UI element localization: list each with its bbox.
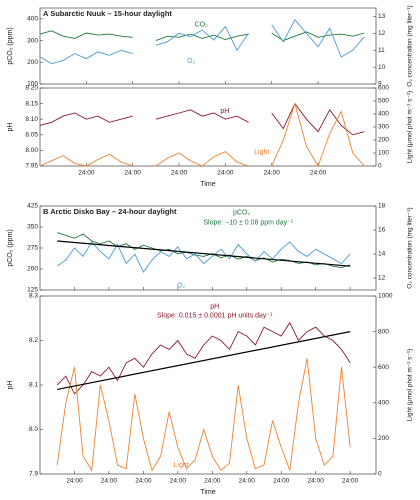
plot-frame	[39, 295, 377, 475]
x-tick-label: 24:00	[217, 170, 234, 177]
y-axis-label: pCO₂ (ppm)	[7, 27, 14, 64]
series-line	[56, 241, 351, 273]
y2-tick-label: 300	[378, 124, 389, 131]
y2-tick-label: 0	[378, 471, 382, 478]
y-axis-label: pH	[7, 381, 14, 390]
y2-axis-label: O₂ concentration (mg liter⁻¹)	[407, 207, 414, 288]
y-tick-label: 8.15	[25, 100, 38, 107]
series-line	[56, 321, 351, 395]
y2-tick-label: 400	[378, 400, 389, 407]
y-tick-label: 8.10	[25, 116, 38, 123]
y-tick-label: 8.05	[25, 132, 38, 139]
y-tick-label: 350	[27, 224, 38, 231]
y-tick-label: 125	[27, 287, 38, 294]
y2-tick-label: 200	[378, 435, 389, 442]
y-tick-label: 425	[27, 203, 38, 210]
series-label: Light	[174, 462, 189, 469]
x-tick-label: 24:00	[101, 478, 118, 485]
y2-tick-label: 10	[378, 64, 386, 71]
y2-axis-label: Light (μmol phot m⁻² s⁻¹)	[407, 91, 414, 163]
y-tick-label: 100	[27, 81, 38, 88]
series-label: pH	[210, 304, 219, 311]
slope-annotation: Slope: 0.015 ± 0.0001 pH units day⁻¹	[157, 312, 273, 319]
y2-tick-label: 12	[378, 275, 386, 282]
plot-frame	[39, 87, 377, 167]
series-label: pH	[220, 108, 229, 115]
y-tick-label: 8.00	[25, 147, 38, 154]
y2-tick-label: 14	[378, 251, 386, 258]
y2-tick-label: 9	[378, 81, 382, 88]
plot-frame	[39, 7, 377, 85]
x-tick-label: 24:00	[310, 170, 327, 177]
y-tick-label: 400	[27, 16, 38, 23]
y2-tick-label: 200	[378, 137, 389, 144]
y2-tick-label: 600	[378, 85, 389, 92]
x-tick-label: 24:00	[273, 478, 290, 485]
y-tick-label: 8.3	[29, 293, 38, 300]
series-line	[39, 102, 365, 136]
x-tick-label: 24:00	[308, 478, 325, 485]
y-tick-label: 200	[27, 266, 38, 273]
trend-line	[57, 240, 351, 267]
trend-line	[57, 331, 351, 391]
x-tick-label: 24:00	[125, 170, 142, 177]
series-label: pCO₂	[233, 210, 250, 217]
panel-title: B Arctic Disko Bay – 24-hour daylight	[43, 207, 177, 216]
y-tick-label: 300	[27, 37, 38, 44]
x-tick-label: 24:00	[78, 170, 95, 177]
y2-tick-label: 100	[378, 150, 389, 157]
plot-frame	[39, 205, 377, 291]
y-tick-label: 8.20	[25, 85, 38, 92]
y2-tick-label: 11	[378, 47, 385, 54]
panel-title: A Subarctic Nuuk – 15-hour daylight	[43, 9, 172, 18]
series-label: Light	[254, 149, 269, 156]
y2-tick-label: 800	[378, 328, 389, 335]
series-line	[56, 358, 351, 472]
series-label: O₂	[177, 283, 185, 290]
y-tick-label: 275	[27, 245, 38, 252]
y2-tick-label: 0	[378, 163, 382, 170]
y-axis-label: pH	[7, 123, 14, 132]
y-tick-label: 8.0	[29, 426, 38, 433]
x-tick-label: 24:00	[66, 478, 83, 485]
series-line	[39, 30, 365, 42]
x-tick-label: 24:00	[170, 478, 187, 485]
y-tick-label: 8.1	[29, 382, 38, 389]
series-label: CO₂	[195, 22, 209, 29]
y2-tick-label: 18	[378, 203, 386, 210]
y-tick-label: 8.2	[29, 337, 38, 344]
x-tick-label: 24:00	[135, 478, 152, 485]
series-line	[57, 232, 351, 269]
y2-tick-label: 12	[378, 30, 386, 37]
y2-tick-label: 1000	[378, 293, 393, 300]
series-line	[39, 19, 365, 65]
y2-tick-label: 500	[378, 98, 389, 105]
y2-axis-label: O₂ concentration (mg liter⁻¹)	[407, 5, 414, 86]
y2-tick-label: 400	[378, 111, 389, 118]
y-axis-label: pCO₂ (ppm)	[7, 229, 14, 266]
y-tick-label: 200	[27, 59, 38, 66]
series-label: O₂	[187, 58, 195, 65]
y-tick-label: 7.9	[29, 471, 38, 478]
y-tick-label: 7.95	[25, 163, 38, 170]
x-tick-label: 24:00	[204, 478, 221, 485]
x-axis-label: Time	[200, 181, 215, 188]
x-tick-label: 24:00	[342, 478, 359, 485]
y2-tick-label: 600	[378, 364, 389, 371]
x-tick-label: 24:00	[239, 478, 256, 485]
series-line	[39, 102, 365, 168]
x-axis-label: Time	[200, 489, 215, 496]
y2-tick-label: 13	[378, 13, 386, 20]
slope-annotation: Slope: −10 ± 0.08 ppm day⁻¹	[203, 220, 294, 227]
y2-axis-label: Light (μmol phot m⁻² s⁻¹)	[407, 349, 414, 421]
x-tick-label: 24:00	[171, 170, 188, 177]
x-tick-label: 24:00	[264, 170, 281, 177]
y2-tick-label: 16	[378, 227, 386, 234]
